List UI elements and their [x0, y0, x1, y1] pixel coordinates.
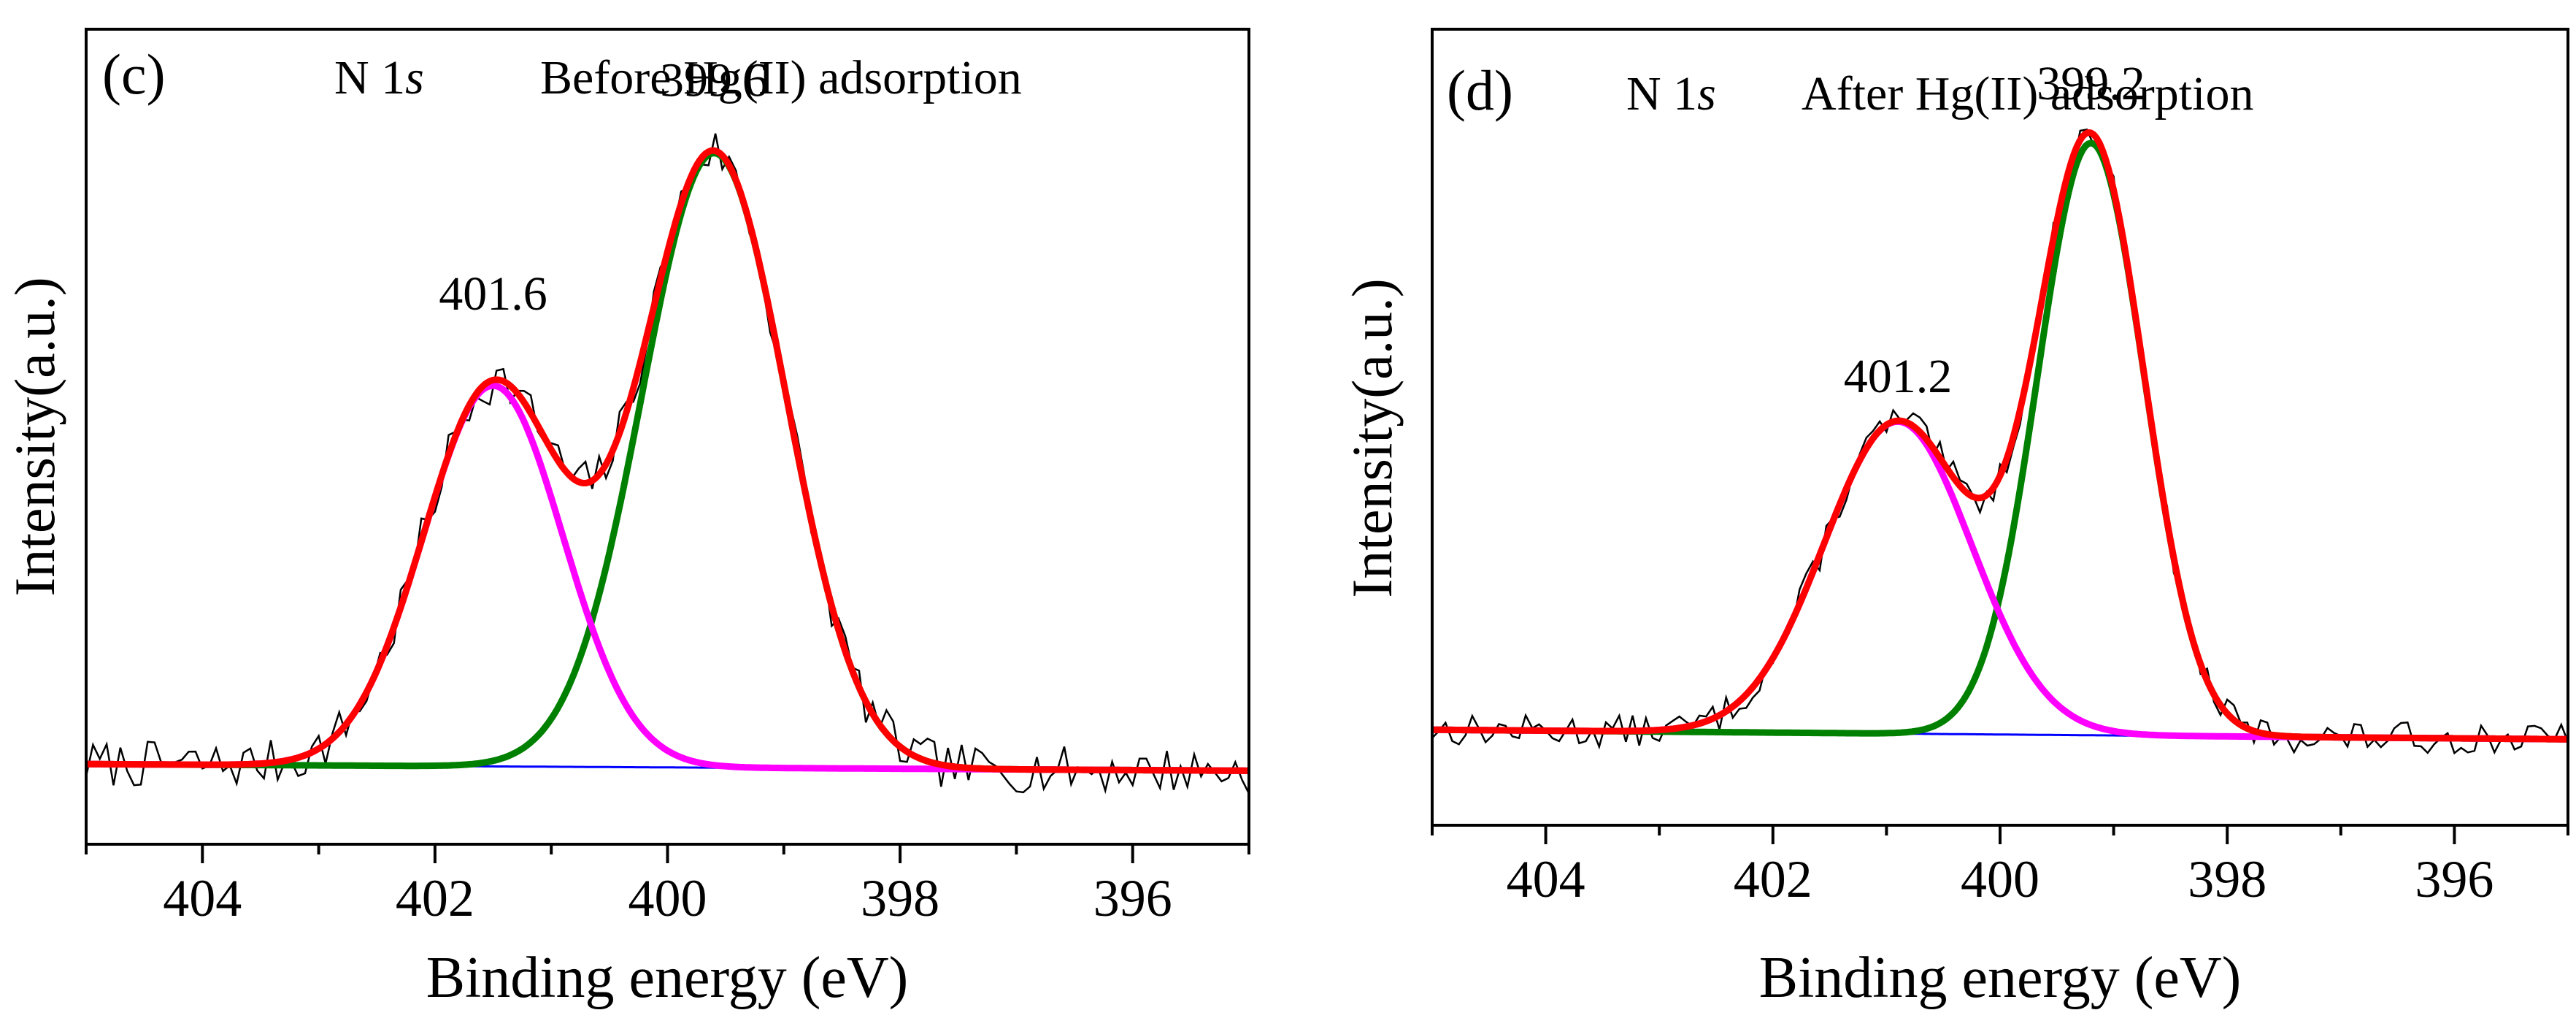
peak-labels-c: 399.6 401.6 [439, 53, 768, 321]
element-label-c: N 1s [334, 51, 424, 104]
fit-peak-401-6-line [85, 382, 1250, 774]
panel-label-d: (d) [1447, 58, 1513, 122]
condition-label-c: Before Hg(II) adsorption [540, 51, 1022, 104]
raw-data-line-c [85, 133, 1250, 795]
curves-d [1431, 128, 2569, 755]
x-tick-label: 402 [1734, 850, 1812, 908]
panel-c: 404 402 400 398 396 (c) N 1s Before Hg(II) a… [3, 28, 1250, 1010]
x-axis-title-c: Binding energy (eV) [426, 946, 909, 1010]
x-axis-title-d: Binding energy (eV) [1759, 946, 2242, 1010]
curves-c [85, 133, 1250, 795]
axes-frame-d [1431, 28, 2569, 827]
envelope-fit-line-d [1431, 129, 2569, 743]
x-tick-label: 402 [396, 869, 474, 927]
panel-d: 404 402 400 398 396 (d) N 1s After Hg(II) ad… [1340, 28, 2569, 1010]
plot-area-c: 404 402 400 398 396 [85, 28, 1250, 927]
condition-label-d: After Hg(II) adsorption [1802, 67, 2253, 121]
y-axis-title-c: Intensity(a.u.) [3, 277, 66, 597]
x-tick-label: 396 [1093, 869, 1172, 927]
peak-labels-d: 399.2 401.2 [1844, 57, 2145, 403]
x-tick-label: 398 [2188, 850, 2267, 908]
y-axis-title-d: Intensity(a.u.) [1340, 278, 1404, 598]
element-label-d: N 1s [1626, 67, 1716, 121]
x-ticks-d: 404 402 400 398 396 [1431, 825, 2569, 908]
raw-data-line-d [1431, 128, 2569, 755]
x-tick-label: 396 [2415, 850, 2494, 908]
x-tick-label: 400 [1961, 850, 2039, 908]
panel-label-c: (c) [102, 42, 166, 106]
x-tick-label: 404 [1507, 850, 1585, 908]
peak-label-401-6: 401.6 [439, 267, 547, 321]
x-tick-label: 404 [163, 869, 242, 927]
fit-peak-399-2-line [1431, 139, 2569, 743]
x-ticks-c: 404 402 400 398 396 [85, 844, 1250, 927]
envelope-fit-line-c [85, 147, 1250, 774]
x-tick-label: 400 [628, 869, 707, 927]
x-tick-label: 398 [861, 869, 939, 927]
peak-label-399-6: 399.6 [660, 53, 769, 107]
peak-label-401-2: 401.2 [1844, 350, 1953, 403]
plot-area-d: 404 402 400 398 396 [1431, 28, 2569, 908]
axes-frame-c [85, 28, 1250, 846]
peak-label-399-2: 399.2 [2037, 57, 2145, 110]
